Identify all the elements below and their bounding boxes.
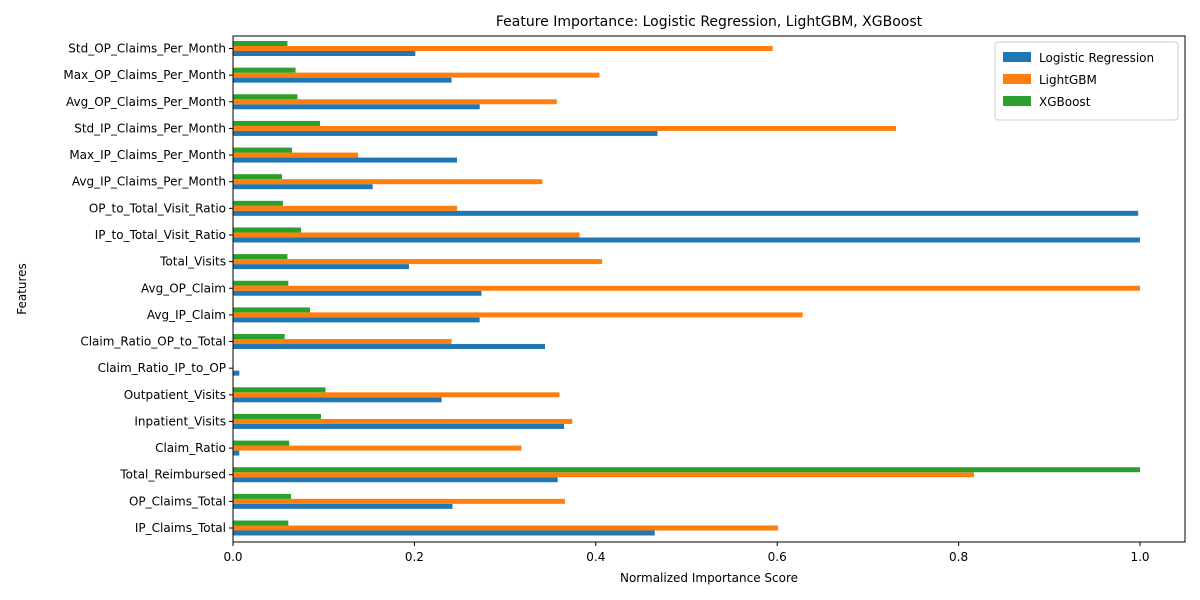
legend-label-lightgbm: LightGBM [1039, 73, 1097, 87]
y-tick-label: Claim_Ratio_IP_to_OP [98, 361, 226, 375]
legend-swatch-lightgbm [1003, 74, 1031, 84]
bar-xgboost-std_ip_claims_per_month [233, 120, 321, 126]
bar-lightgbm-inpatient_visits [233, 418, 573, 424]
bar-xgboost-op_claims_total [233, 493, 292, 499]
bar-xgboost-inpatient_visits [233, 413, 321, 419]
y-tick-label: Std_OP_Claims_Per_Month [68, 42, 226, 56]
y-tick-label: Max_OP_Claims_Per_Month [63, 68, 226, 82]
bar-lightgbm-claim_ratio_op_to_total [233, 339, 452, 345]
bar-logistic-regression-max_op_claims_per_month [233, 77, 452, 83]
bar-logistic-regression-claim_ratio [233, 450, 240, 456]
bar-xgboost-max_op_claims_per_month [233, 67, 296, 73]
bar-lightgbm-avg_ip_claims_per_month [233, 179, 543, 185]
bar-logistic-regression-claim_ratio_op_to_total [233, 344, 546, 350]
bar-xgboost-claim_ratio_op_to_total [233, 334, 285, 340]
bar-logistic-regression-total_reimbursed [233, 477, 558, 483]
bar-lightgbm-claim_ratio [233, 445, 522, 451]
y-tick-label: Claim_Ratio_OP_to_Total [80, 335, 226, 349]
bar-lightgbm-ip_claims_total [233, 525, 779, 531]
legend-swatch-xgboost [1003, 96, 1031, 106]
x-tick-label: 0.6 [768, 550, 787, 564]
bar-logistic-regression-std_op_claims_per_month [233, 51, 416, 56]
bar-lightgbm-avg_op_claim [233, 285, 1140, 291]
y-tick-label: Max_IP_Claims_Per_Month [69, 148, 226, 162]
bar-xgboost-op_to_total_visit_ratio [233, 200, 283, 206]
bar-logistic-regression-op_to_total_visit_ratio [233, 210, 1139, 216]
bar-xgboost-avg_ip_claims_per_month [233, 174, 282, 180]
y-tick-label: IP_to_Total_Visit_Ratio [95, 228, 226, 242]
bar-logistic-regression-claim_ratio_ip_to_op [233, 370, 240, 376]
bar-xgboost-ip_to_total_visit_ratio [233, 227, 302, 233]
x-tick-label: 0.2 [405, 550, 424, 564]
bar-xgboost-std_op_claims_per_month [233, 41, 288, 46]
y-tick-label: Avg_IP_Claim [147, 308, 226, 322]
bar-lightgbm-avg_ip_claim [233, 312, 803, 318]
bar-logistic-regression-inpatient_visits [233, 423, 565, 429]
y-tick-label: Total_Visits [159, 255, 226, 269]
x-axis-ticks: 0.0 0.2 0.4 0.6 0.8 1.0 [223, 542, 1150, 564]
y-tick-label: Avg_IP_Claims_Per_Month [72, 175, 226, 189]
bar-logistic-regression-avg_ip_claims_per_month [233, 184, 373, 190]
bar-logistic-regression-avg_ip_claim [233, 317, 480, 323]
bar-logistic-regression-std_ip_claims_per_month [233, 130, 658, 136]
bar-lightgbm-std_ip_claims_per_month [233, 125, 897, 131]
y-tick-label: Total_Reimbursed [119, 468, 226, 482]
plot-area-frame [232, 35, 1186, 543]
bar-lightgbm-std_op_claims_per_month [233, 46, 773, 51]
y-axis-ticks: IP_Claims_Total OP_Claims_Total Total_Reim… [63, 42, 233, 535]
bar-xgboost-total_reimbursed [233, 467, 1140, 473]
bar-lightgbm-total_visits [233, 259, 603, 265]
x-tick-label: 0.0 [223, 550, 242, 564]
bar-logistic-regression-ip_claims_total [233, 530, 655, 536]
bar-logistic-regression-ip_to_total_visit_ratio [233, 237, 1140, 243]
bar-logistic-regression-total_visits [233, 264, 409, 270]
bar-logistic-regression-op_claims_total [233, 503, 453, 509]
y-tick-label: Std_IP_Claims_Per_Month [74, 121, 226, 135]
y-tick-label: IP_Claims_Total [135, 521, 226, 535]
legend-frame [994, 41, 1179, 121]
bar-lightgbm-avg_op_claims_per_month [233, 99, 557, 105]
bar-logistic-regression-outpatient_visits [233, 397, 442, 403]
bar-xgboost-avg_op_claim [233, 280, 289, 286]
y-tick-label: Outpatient_Visits [124, 388, 226, 402]
bar-lightgbm-op_to_total_visit_ratio [233, 205, 458, 211]
y-tick-label: Inpatient_Visits [134, 414, 226, 428]
y-tick-label: Claim_Ratio [155, 441, 226, 455]
x-axis-label: Normalized Importance Score [620, 571, 798, 585]
y-axis-label: Features [15, 263, 29, 315]
y-tick-label: Avg_OP_Claim [141, 281, 226, 295]
y-tick-label: OP_Claims_Total [129, 494, 226, 508]
bar-xgboost-claim_ratio [233, 440, 290, 446]
bars-group [233, 41, 1140, 536]
bar-xgboost-ip_claims_total [233, 520, 289, 526]
y-tick-label: OP_to_Total_Visit_Ratio [89, 201, 226, 215]
y-tick-label: Avg_OP_Claims_Per_Month [66, 95, 226, 109]
legend-label-xgboost: XGBoost [1039, 95, 1091, 109]
bar-logistic-regression-max_ip_claims_per_month [233, 157, 458, 163]
bar-xgboost-max_ip_claims_per_month [233, 147, 292, 153]
bar-xgboost-avg_ip_claim [233, 307, 311, 313]
bar-lightgbm-max_ip_claims_per_month [233, 152, 359, 158]
legend: Logistic Regression LightGBM XGBoost [994, 41, 1179, 121]
legend-label-logistic-regression: Logistic Regression [1039, 51, 1154, 65]
bar-lightgbm-op_claims_total [233, 498, 565, 504]
x-tick-label: 1.0 [1130, 550, 1149, 564]
bar-logistic-regression-avg_op_claims_per_month [233, 104, 480, 110]
bar-logistic-regression-avg_op_claim [233, 290, 482, 296]
bar-xgboost-avg_op_claims_per_month [233, 94, 298, 100]
bar-xgboost-total_visits [233, 254, 288, 260]
bar-lightgbm-outpatient_visits [233, 392, 560, 398]
x-tick-label: 0.8 [949, 550, 968, 564]
bar-lightgbm-max_op_claims_per_month [233, 72, 600, 78]
chart-title: Feature Importance: Logistic Regression,… [496, 14, 923, 30]
bar-lightgbm-ip_to_total_visit_ratio [233, 232, 580, 238]
bar-lightgbm-total_reimbursed [233, 472, 975, 478]
legend-swatch-logistic-regression [1003, 52, 1031, 62]
bar-xgboost-outpatient_visits [233, 387, 326, 393]
x-tick-label: 0.4 [586, 550, 605, 564]
